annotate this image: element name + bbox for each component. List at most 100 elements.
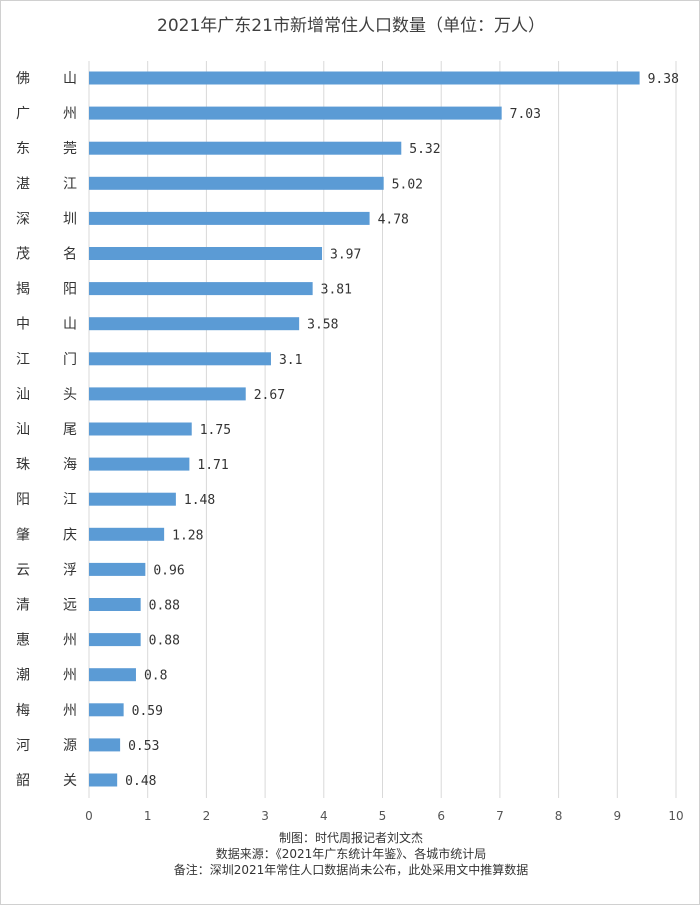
data-label: 0.88: [149, 599, 180, 614]
category-label-char: 海: [63, 457, 77, 473]
bar: [89, 176, 384, 190]
bar: [89, 633, 141, 647]
bar: [89, 562, 146, 576]
category-label-char: 庆: [63, 527, 77, 543]
bar: [89, 457, 190, 471]
category-label-char: 名: [63, 247, 77, 263]
data-label: 2.67: [254, 388, 285, 403]
x-tick-label: 4: [320, 809, 328, 823]
data-label: 3.97: [330, 248, 361, 263]
bar: [89, 422, 192, 436]
data-label: 1.71: [197, 458, 228, 473]
data-label: 3.1: [279, 353, 302, 368]
data-label: 0.48: [125, 774, 156, 789]
x-tick-label: 2: [203, 809, 211, 823]
category-label-char: 江: [63, 492, 77, 508]
bar-chart: 0 1 2 3 4 5 6 7 8 9 10佛山 9.38广州 7.03东莞 5.32湛江 5.02深圳 4.…: [16, 61, 684, 823]
data-label: 5.32: [409, 142, 440, 157]
bar: [89, 668, 136, 682]
bar: [89, 317, 300, 331]
category-label-char: 东: [16, 141, 30, 157]
category-label-char: 浮: [63, 562, 77, 578]
category-label-char: 汕: [16, 422, 30, 438]
category-label-char: 州: [63, 703, 77, 719]
x-tick-label: 10: [668, 809, 683, 823]
category-label-char: 州: [63, 633, 77, 649]
category-label-char: 圳: [63, 211, 77, 227]
x-tick-label: 0: [85, 809, 93, 823]
bar: [89, 387, 246, 401]
category-label-char: 山: [63, 317, 77, 333]
category-label-char: 珠: [16, 457, 30, 473]
category-label-char: 尾: [63, 422, 77, 438]
data-label: 0.53: [128, 739, 159, 754]
data-label: 0.96: [153, 563, 184, 578]
category-label-char: 州: [63, 668, 77, 684]
bar: [89, 527, 165, 541]
category-label-char: 阳: [63, 282, 77, 298]
bar: [89, 492, 176, 506]
note-remark: 备注：深圳2021年常住人口数据尚未公布，此处采用文中推算数据: [173, 863, 529, 877]
category-label-char: 江: [63, 176, 77, 192]
category-label-char: 清: [16, 598, 30, 614]
bar: [89, 211, 370, 225]
category-label-char: 山: [63, 71, 77, 87]
category-label-char: 潮: [16, 668, 30, 684]
data-label: 0.8: [144, 669, 167, 684]
x-tick-label: 3: [261, 809, 269, 823]
category-label-char: 茂: [16, 246, 30, 263]
note-source: 数据来源：《2021年广东统计年鉴》、各城市统计局: [215, 847, 487, 861]
x-tick-label: 7: [496, 809, 504, 823]
x-tick-label: 1: [144, 809, 152, 823]
chart-notes: 制图：时代周报记者刘文杰 数据来源：《2021年广东统计年鉴》、各城市统计局 备…: [1, 830, 699, 878]
x-tick-label: 8: [555, 809, 563, 823]
data-label: 0.88: [149, 634, 180, 649]
data-label: 9.38: [648, 72, 679, 87]
bar: [89, 352, 271, 366]
category-label-char: 江: [16, 352, 30, 368]
category-label-char: 梅: [16, 703, 30, 719]
category-label-char: 州: [63, 106, 77, 122]
category-label-char: 阳: [16, 492, 30, 508]
bar: [89, 141, 402, 155]
category-label-char: 佛: [16, 71, 30, 87]
bar: [89, 598, 141, 611]
category-label-char: 中: [16, 317, 30, 333]
category-label-char: 远: [63, 598, 77, 614]
category-label-char: 云: [16, 562, 30, 578]
bar: [89, 247, 323, 260]
category-label-char: 头: [63, 387, 77, 403]
category-label-char: 深: [16, 211, 30, 227]
data-label: 0.59: [132, 704, 163, 719]
data-label: 4.78: [378, 212, 409, 227]
category-label-char: 揭: [16, 282, 30, 298]
chart-title: 2021年广东21市新增常住人口数量（单位：万人）: [157, 16, 545, 36]
category-label-char: 门: [63, 352, 77, 368]
category-label-char: 源: [63, 738, 77, 754]
category-label-char: 肇: [16, 527, 30, 543]
bar: [89, 703, 124, 717]
data-label: 1.48: [184, 493, 215, 508]
data-label: 1.28: [172, 528, 203, 543]
category-label-char: 湛: [16, 176, 30, 192]
category-label-char: 莞: [63, 141, 77, 157]
bar: [89, 106, 502, 120]
data-label: 3.58: [307, 318, 338, 333]
category-label-char: 韶: [16, 773, 30, 789]
data-label: 7.03: [510, 107, 541, 122]
data-label: 1.75: [200, 423, 231, 438]
bar: [89, 773, 118, 787]
x-tick-label: 6: [437, 809, 445, 823]
data-label: 3.81: [321, 283, 352, 298]
x-tick-label: 9: [613, 809, 621, 823]
bar: [89, 738, 121, 752]
note-author: 制图：时代周报记者刘文杰: [278, 831, 423, 845]
data-label: 5.02: [392, 177, 423, 192]
bar: [89, 71, 640, 85]
category-label-char: 汕: [16, 387, 30, 403]
category-label-char: 惠: [16, 633, 30, 649]
category-label-char: 河: [16, 738, 30, 754]
category-label-char: 关: [63, 773, 77, 789]
category-label-char: 广: [16, 106, 30, 122]
